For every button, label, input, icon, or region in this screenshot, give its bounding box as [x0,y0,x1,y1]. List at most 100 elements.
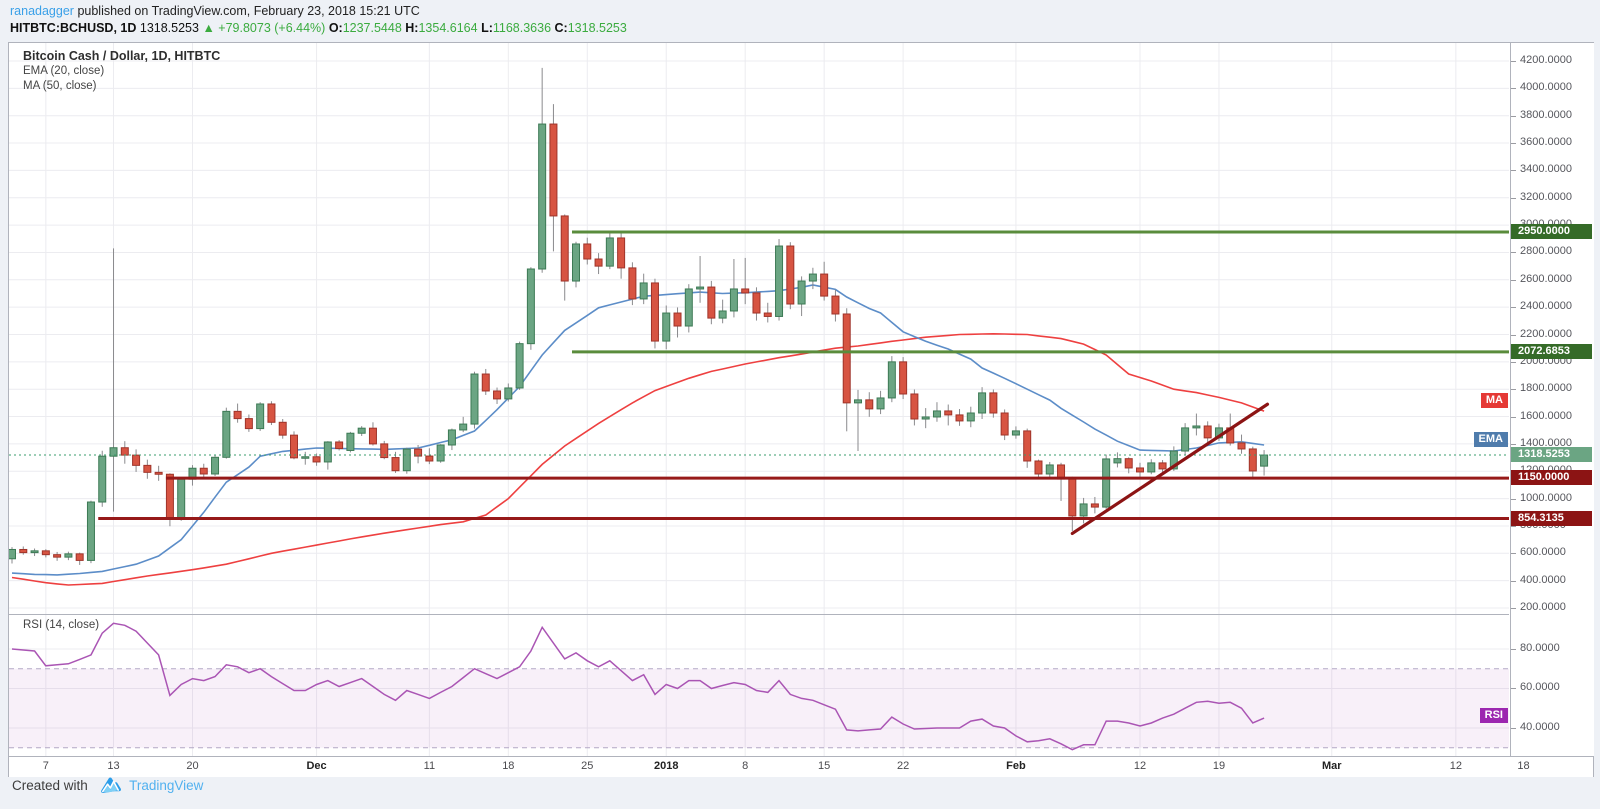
candle-body [211,456,220,475]
candle-body [820,273,829,297]
last-price-badge: 1318.5253 [1511,447,1592,463]
candle-body [98,455,107,503]
candle-body [267,403,276,423]
candle-body [921,416,930,420]
price-tick-label: 2400.0000 [1511,300,1600,312]
time-tick-label: 22 [896,760,910,772]
candle-body [1102,458,1111,508]
candle-body [86,501,95,561]
tradingview-brand-link[interactable]: TradingView [129,778,204,793]
candle-body [493,390,502,400]
level-price-badge: 1150.0000 [1511,470,1592,486]
candle-body [222,410,231,458]
candle-body [944,410,953,416]
price-tick-label: 200.0000 [1511,601,1600,613]
candle-body [1124,458,1133,469]
rsi-value-badge: RSI [1479,708,1508,724]
support-trendline[interactable] [1070,402,1270,536]
price-pane[interactable] [9,43,1509,614]
candle-body [899,361,908,395]
candle-body [729,288,738,312]
candle-body [9,548,16,560]
level-price-badge: 854.3135 [1511,510,1592,526]
candle-body [165,473,174,519]
chart-card: Bitcoin Cash / Dollar, 1D, HITBTC EMA (2… [8,42,1594,777]
candle-body [380,443,389,459]
candle-body [594,258,603,267]
candle-body [707,286,716,319]
candle-body [470,373,479,425]
candle-body [1158,462,1167,470]
candle-body [1023,430,1032,462]
time-tick-label: 12 [1449,760,1462,772]
candle-body [256,403,265,430]
candle-body [831,295,840,315]
candle-body [865,399,874,410]
candle-body [391,457,400,472]
candle-body [526,268,535,345]
created-with-text: Created with [12,778,88,793]
ema20-line[interactable] [11,284,1265,576]
close-value: 1318.5253 [567,21,627,35]
time-axis[interactable]: 7 13 20 Dec 11 18 25 2018 8 15 22 Feb 12 19 Mar 12 18 [9,756,1593,777]
tradingview-logo-icon[interactable] [100,777,122,794]
candle-body [1260,454,1269,467]
legend-ema-indicator[interactable]: EMA (20, close) [23,65,105,77]
candle-body [932,410,941,418]
price-tick-label: 1400.0000 [1511,437,1600,449]
candle-body [414,448,423,457]
time-tick-label: 25 [581,760,594,772]
candle-body [1068,478,1077,517]
candle-body [41,550,50,556]
candle-body [1034,460,1043,475]
candle-body [1169,450,1178,470]
candle-body [684,288,693,327]
ema-value-badge: EMA [1473,431,1508,447]
time-tick-label: 15 [818,760,831,772]
rsi-grid-layer [9,614,1509,756]
candle-body [650,282,659,342]
candle-body [335,441,344,450]
price-axis[interactable]: 4200.0000 4000.0000 3800.0000 3600.0000 3400… [1510,43,1594,756]
ma50-line[interactable] [11,332,1265,586]
candle-body [312,456,321,463]
candle-body [290,434,298,459]
time-tick-label: 18 [1517,760,1530,772]
time-tick-label: 18 [502,760,515,772]
rsi-indicator-label[interactable]: RSI (14, close) [23,619,100,631]
price-tick-label: 1800.0000 [1511,382,1600,394]
candle-body [1248,448,1257,472]
candle-body [278,421,287,436]
symbol-name: HITBTC:BCHUSD, 1D [10,21,137,35]
time-tick-label: 11 [423,760,436,772]
price-tick-label: 4000.0000 [1511,81,1600,93]
author-link[interactable]: ranadagger [10,4,74,18]
time-tick-label: 13 [107,760,120,772]
candle-body [549,123,558,217]
last-price-value: 1318.5253 [139,21,199,35]
candle-body [572,243,580,282]
candle-body [1045,464,1054,475]
candle-body [955,414,964,422]
time-tick-label: 20 [186,760,199,772]
candle-body [786,245,795,305]
published-line: ranadagger published on TradingView.com,… [10,3,627,20]
price-tick-label: 3400.0000 [1511,163,1600,175]
candle-body [887,361,896,399]
price-tick-label: 400.0000 [1511,574,1600,586]
candle-body [143,464,152,473]
candle-body [346,432,355,451]
rsi-pane[interactable] [9,614,1509,756]
legend-ma-indicator[interactable]: MA (50, close) [23,80,97,92]
candle-body [1079,503,1088,517]
candle-body [154,471,163,475]
candle-body [854,399,862,404]
open-label: O: [328,21,343,35]
candle-body [752,292,761,314]
time-tick-label: Dec [306,760,327,772]
legend-symbol-title[interactable]: Bitcoin Cash / Dollar, 1D, HITBTC [23,49,221,63]
candle-body [481,373,490,392]
candle-body [75,553,84,561]
price-tick-label: 2800.0000 [1511,245,1600,257]
